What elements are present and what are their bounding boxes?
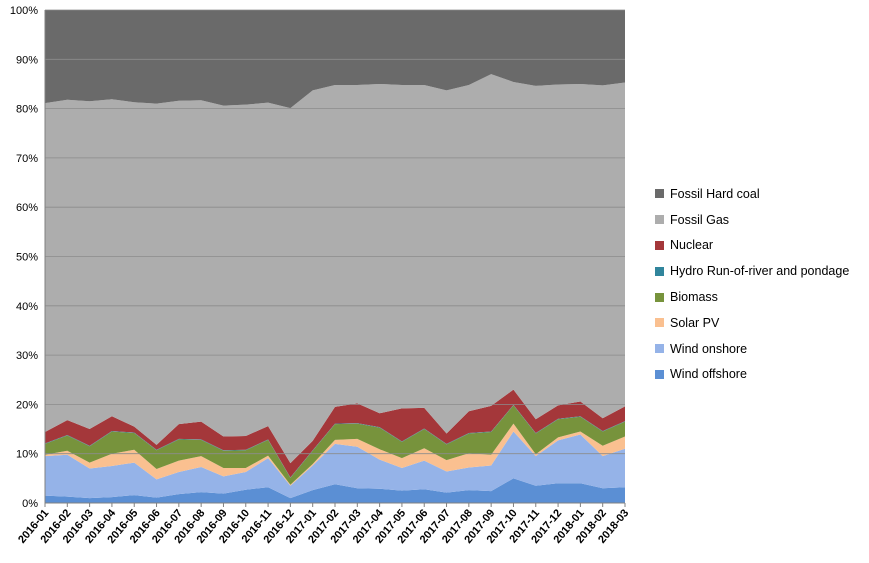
legend-label: Fossil Gas xyxy=(670,212,730,227)
area-wind-offshore xyxy=(45,478,625,503)
legend-swatch xyxy=(655,215,664,225)
y-tick-label: 60% xyxy=(16,202,38,214)
chart-legend: Fossil Hard coal Fossil Gas Nuclear Hydro R… xyxy=(655,181,849,387)
y-tick-label: 10% xyxy=(16,449,38,461)
legend-item: Nuclear xyxy=(655,233,849,259)
legend-swatch xyxy=(655,266,664,276)
y-tick-label: 30% xyxy=(16,350,38,362)
area-fossil-gas xyxy=(45,74,625,464)
legend-label: Wind offshore xyxy=(670,367,747,382)
legend-label: Wind onshore xyxy=(670,341,748,356)
x-tick-labels: 2016-012016-022016-032016-042016-052016-… xyxy=(16,507,631,546)
legend-label: Nuclear xyxy=(670,238,714,253)
legend-swatch xyxy=(655,318,664,328)
legend-swatch xyxy=(655,189,664,199)
y-tick-label: 50% xyxy=(16,252,38,264)
legend-swatch xyxy=(655,344,664,354)
y-tick-label: 40% xyxy=(16,301,38,313)
legend-item: Fossil Hard coal xyxy=(655,181,849,207)
legend-label: Fossil Hard coal xyxy=(670,186,760,201)
legend-item: Solar PV xyxy=(655,310,849,336)
legend-label: Solar PV xyxy=(670,315,720,330)
y-tick-label: 20% xyxy=(16,399,38,411)
y-tick-label: 90% xyxy=(16,54,38,66)
legend-label: Hydro Run-of-river and pondage xyxy=(670,264,850,279)
y-tick-label: 70% xyxy=(16,153,38,165)
legend-item: Wind offshore xyxy=(655,362,849,388)
legend-swatch xyxy=(655,292,664,302)
legend-label: Biomass xyxy=(670,290,718,305)
legend-item: Fossil Gas xyxy=(655,207,849,233)
legend-item: Biomass xyxy=(655,284,849,310)
legend-swatch xyxy=(655,240,664,250)
axes xyxy=(44,10,626,507)
area-nuclear xyxy=(45,389,625,478)
y-tick-label: 0% xyxy=(22,498,38,510)
legend-item: Wind onshore xyxy=(655,336,849,362)
y-tick-labels: 0% 10% 20% 30% 40% 50% 60% 70% 80% 90% 100% xyxy=(10,5,38,510)
y-tick-label: 80% xyxy=(16,104,38,116)
y-tick-label: 100% xyxy=(10,5,38,17)
legend-swatch xyxy=(655,369,664,379)
legend-item: Hydro Run-of-river and pondage xyxy=(655,258,849,284)
area-wind-onshore xyxy=(45,431,625,499)
